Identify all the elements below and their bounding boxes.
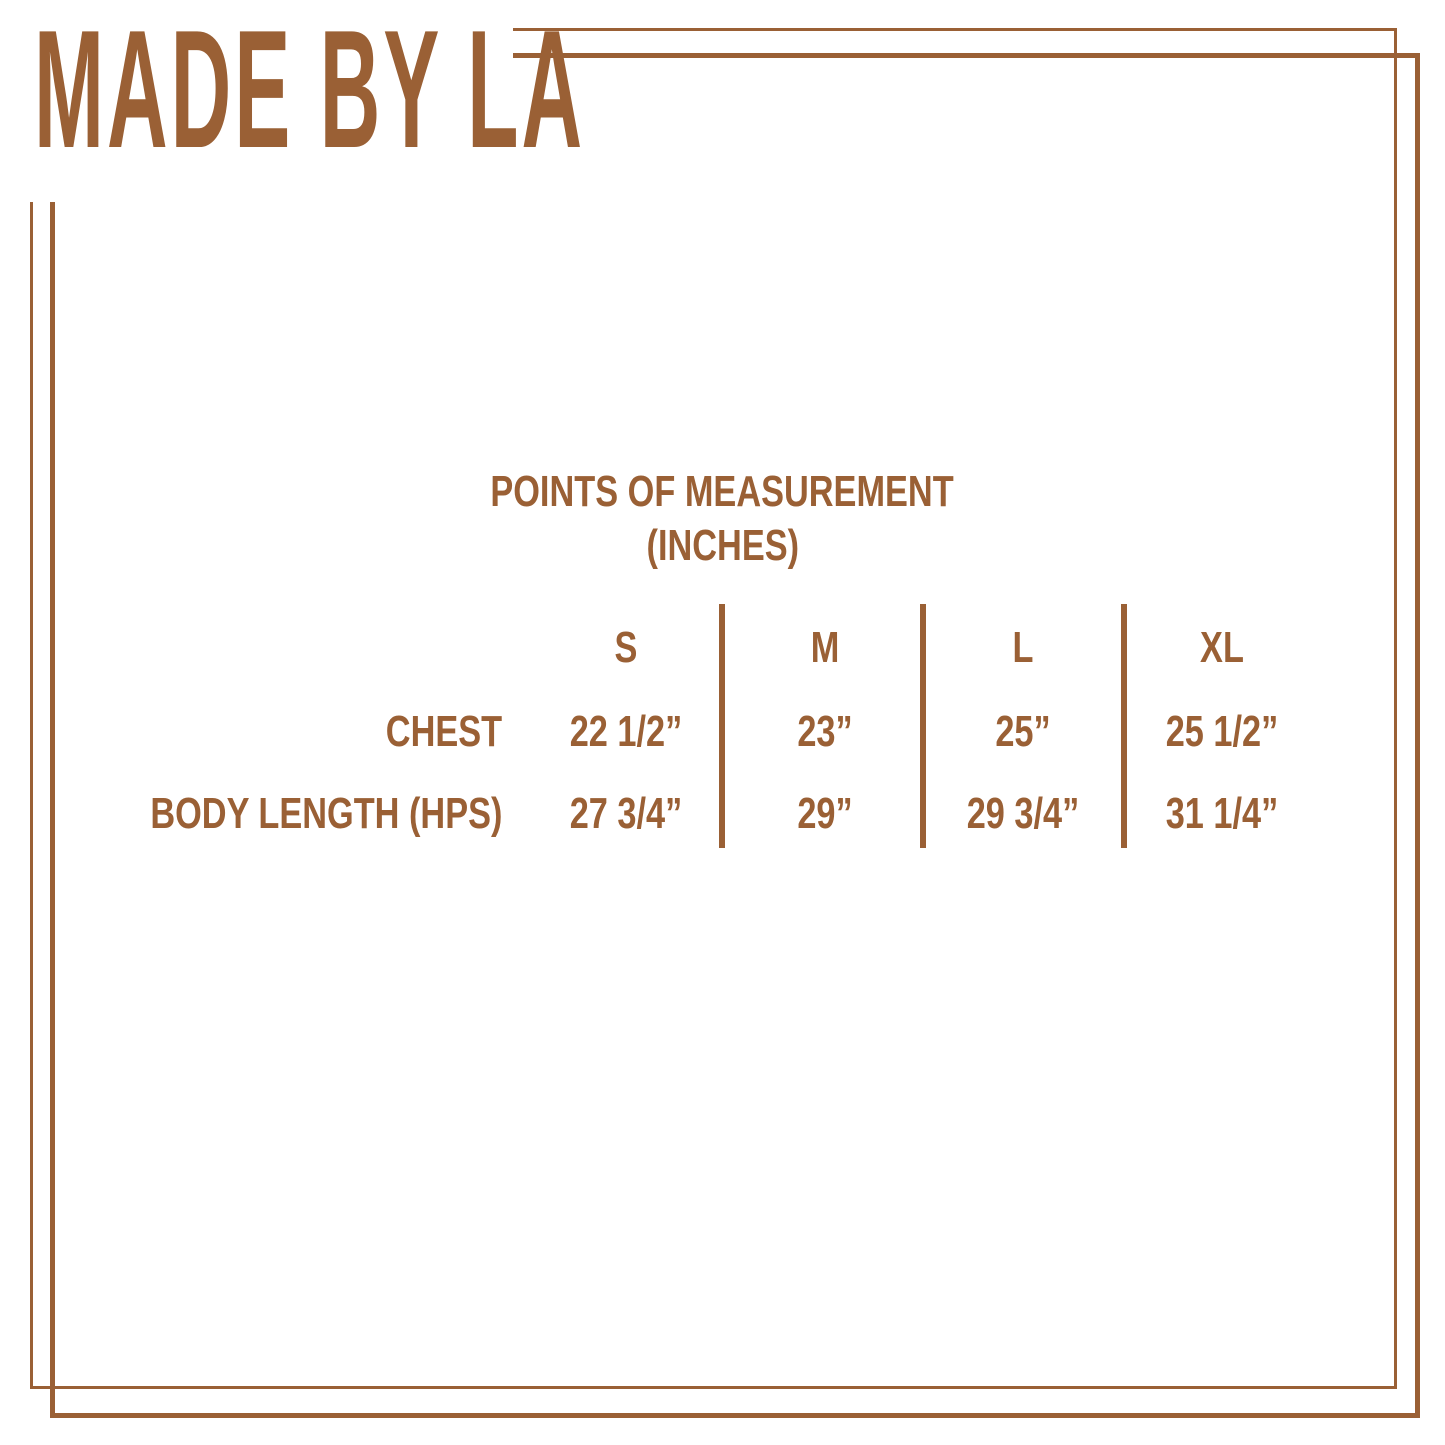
cell-chest-l: 25” [995, 707, 1051, 756]
cell-chest-m: 23” [797, 707, 853, 756]
cell-chest-xl: 25 1/2” [1165, 707, 1279, 756]
palm-tree-icon [432, 59, 460, 102]
chart-subtitle: (INCHES) [646, 521, 799, 570]
cell-chest-s: 22 1/2” [569, 707, 683, 756]
cell-length-s: 27 3/4” [569, 789, 683, 838]
column-divider [1121, 604, 1127, 848]
cell-length-l: 29 3/4” [966, 789, 1080, 838]
frame-thin [30, 28, 1397, 1389]
column-divider [719, 604, 725, 848]
size-header-s: S [614, 623, 638, 672]
brand-logo: MADE BY LA [34, 0, 586, 183]
size-header-m: M [810, 623, 840, 672]
row-label-body-length: BODY LENGTH (HPS) [149, 789, 502, 838]
size-header-xl: XL [1200, 623, 1244, 672]
cell-length-m: 29” [797, 789, 853, 838]
size-header-l: L [1012, 623, 1034, 672]
cell-length-xl: 31 1/4” [1165, 789, 1279, 838]
column-divider [920, 604, 926, 848]
row-label-chest: CHEST [385, 707, 502, 756]
chart-title: POINTS OF MEASUREMENT [490, 467, 955, 516]
frame-thick [50, 53, 1420, 1418]
